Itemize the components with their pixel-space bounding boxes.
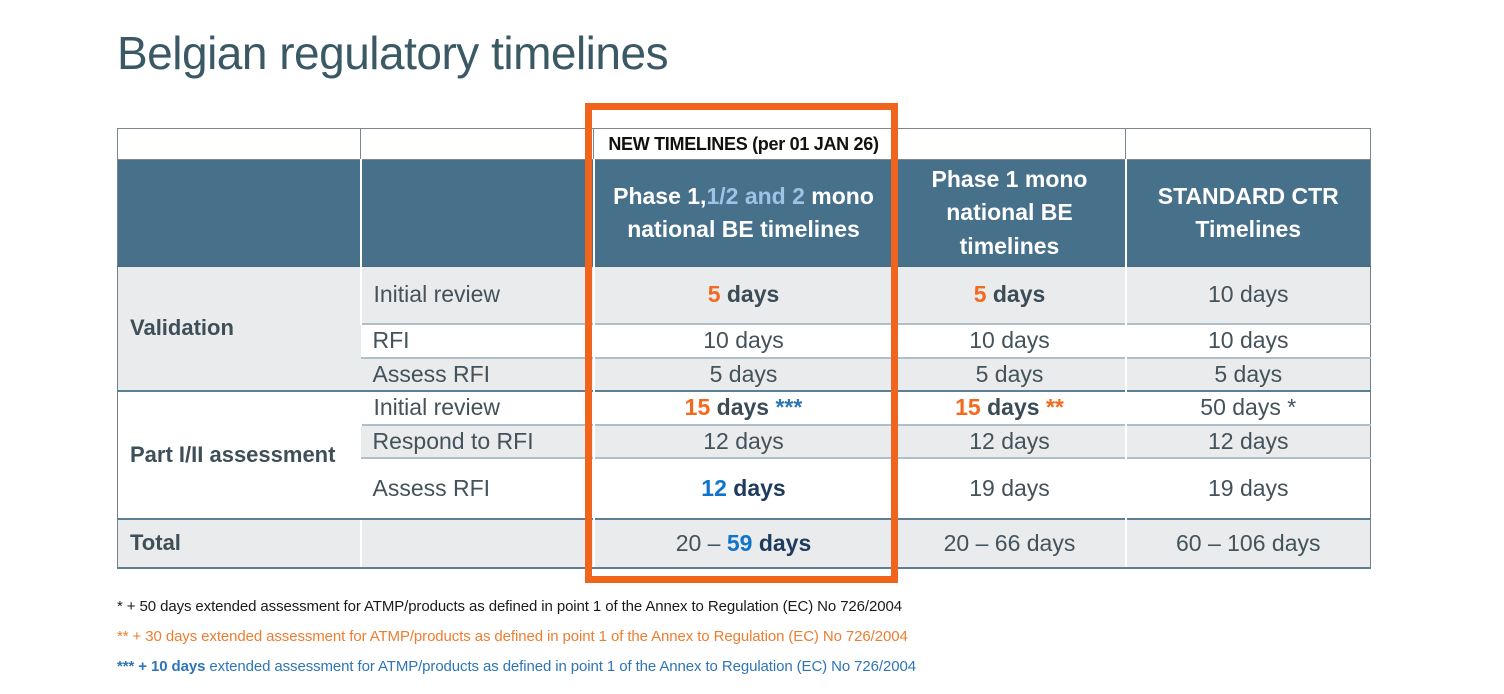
text-segment: 19 days	[1207, 474, 1289, 501]
value-cell: 15 days **	[892, 389, 1126, 425]
text-segment: 15	[955, 394, 981, 420]
text-segment: 10 days	[703, 327, 784, 353]
value-cell: 60 – 106 days	[1124, 517, 1371, 569]
value-cell: 10 days	[1124, 322, 1371, 358]
total-empty-cell	[359, 517, 594, 569]
text-segment: days	[752, 529, 812, 556]
text-segment: **	[1039, 394, 1064, 420]
text-segment: days	[710, 394, 770, 420]
text-segment: 5 days	[975, 360, 1044, 387]
activity-cell: Initial review	[359, 266, 594, 324]
text-segment: 5 days	[1214, 360, 1283, 387]
text-segment: 10 days	[969, 327, 1050, 353]
table-row: Assess RFI 12 days 19 days 19 days	[118, 456, 1371, 519]
value-cell: 19 days	[1124, 456, 1371, 519]
text-segment: 5	[707, 281, 721, 308]
text-segment: 19 days	[969, 474, 1050, 501]
new-timelines-banner-cell: NEW TIMELINES (per 01 JAN 26)	[593, 128, 894, 160]
value-cell: 20 – 66 days	[892, 517, 1126, 569]
value-cell: 15 days ***	[592, 389, 894, 425]
column-header-row: Phase 1,1/2 and 2 mono national BE timel…	[117, 159, 1371, 267]
column-header-cell	[359, 159, 594, 267]
table-row: Part I/II assessment Initial review 15 day…	[117, 389, 1371, 519]
text-segment: days	[986, 281, 1046, 308]
footnote-1: * + 50 days extended assessment for ATMP…	[117, 597, 916, 616]
footnote-2: ** + 30 days extended assessment for ATM…	[117, 627, 916, 646]
total-row: Total 20 – 59 days 20 – 66 days 60 – 106 da…	[117, 517, 1371, 569]
table-row: RFI 10 days 10 days 10 days	[118, 322, 1371, 358]
text-segment: ** + 30 days extended assessment for ATM…	[117, 628, 908, 645]
value-cell: 12 days	[592, 423, 894, 458]
footnotes: * + 50 days extended assessment for ATMP…	[117, 597, 916, 687]
activity-cell: Initial review	[359, 389, 594, 425]
text-segment: Phase 1,	[613, 182, 707, 209]
value-cell: 50 days *	[1124, 389, 1371, 425]
text-segment: 5	[973, 281, 987, 308]
text-segment: 15	[684, 394, 711, 420]
text-segment: Phase 1 mono national BE timelines	[931, 165, 1088, 259]
activity-cell: Assess RFI	[360, 356, 594, 391]
column-header-cell: Phase 1 mono national BE timelines	[892, 159, 1126, 267]
column-header-cell	[117, 159, 361, 267]
text-segment: 12	[701, 474, 727, 501]
text-segment: 20 –	[675, 529, 727, 556]
text-segment: mono national BE timelines	[627, 182, 874, 242]
footnote-3: *** + 10 days extended assessment for AT…	[117, 657, 916, 676]
value-cell: 5 days	[1124, 356, 1371, 391]
table-header: NEW TIMELINES (per 01 JAN 26) Phase 1,1/2…	[117, 128, 1371, 267]
text-segment: 50 days *	[1200, 394, 1297, 420]
page-title: Belgian regulatory timelines	[117, 27, 669, 79]
value-cell: 12 days	[892, 423, 1126, 458]
banner-empty-cell	[360, 128, 594, 160]
value-cell: 10 days	[592, 322, 894, 358]
value-cell: 5 days	[592, 266, 894, 324]
new-timelines-banner-row: NEW TIMELINES (per 01 JAN 26)	[117, 128, 1371, 160]
text-segment: 12 days	[969, 427, 1050, 454]
table-row: Validation Initial review 5 days 5 days 10 d…	[117, 266, 1371, 391]
text-segment: 1/2 and 2	[706, 182, 805, 209]
activity-cell: Assess RFI	[360, 456, 594, 519]
column-header-cell: Phase 1,1/2 and 2 mono national BE timel…	[592, 159, 894, 267]
text-segment: *** + 10 days	[117, 658, 206, 675]
timeline-table: NEW TIMELINES (per 01 JAN 26) Phase 1,1/2…	[117, 128, 1371, 569]
text-segment: 12 days	[1207, 427, 1289, 454]
activity-cell: Respond to RFI	[360, 423, 594, 458]
text-segment: 59	[726, 529, 753, 556]
text-segment: 5 days	[709, 360, 778, 387]
table-body: Validation Initial review 5 days 5 days 10 d…	[117, 266, 1371, 569]
text-segment: 10 days	[1207, 327, 1289, 353]
value-cell: 19 days	[892, 456, 1126, 519]
banner-empty-cell	[893, 128, 1126, 160]
table-row: Assess RFI 5 days 5 days 5 days	[118, 356, 1371, 391]
value-cell: 10 days	[892, 322, 1126, 358]
banner-empty-cell	[117, 128, 361, 160]
timeline-table-wrap: NEW TIMELINES (per 01 JAN 26) Phase 1,1/2…	[117, 128, 1371, 569]
text-segment: days	[980, 394, 1040, 420]
group-label-cell: Validation	[117, 266, 361, 391]
value-cell: 10 days	[1124, 266, 1371, 324]
text-segment: STANDARD CTR Timelines	[1157, 182, 1339, 242]
text-segment: 60 – 106 days	[1175, 529, 1321, 556]
value-cell: 12 days	[1124, 423, 1371, 458]
column-header-cell: STANDARD CTR Timelines	[1124, 159, 1371, 267]
text-segment: days	[726, 474, 786, 501]
value-cell: 20 – 59 days	[592, 517, 894, 569]
total-label: Total	[117, 517, 361, 569]
text-segment: 12 days	[703, 427, 784, 454]
value-cell: 5 days	[892, 266, 1126, 324]
group-label-cell: Part I/II assessment	[117, 389, 361, 519]
text-segment: extended assessment for ATMP/products as…	[205, 658, 916, 675]
text-segment: ***	[769, 394, 803, 420]
value-cell: 5 days	[892, 356, 1126, 391]
table-row: Respond to RFI 12 days 12 days 12 days	[118, 423, 1371, 458]
value-cell: 5 days	[592, 356, 894, 391]
value-cell: 12 days	[592, 456, 894, 519]
activity-cell: RFI	[360, 322, 594, 358]
text-segment: days	[720, 281, 780, 308]
text-segment: * + 50 days extended assessment for ATMP…	[117, 598, 902, 615]
text-segment: 10 days	[1207, 281, 1289, 308]
text-segment: 20 – 66 days	[943, 529, 1076, 556]
banner-empty-cell	[1125, 128, 1371, 160]
